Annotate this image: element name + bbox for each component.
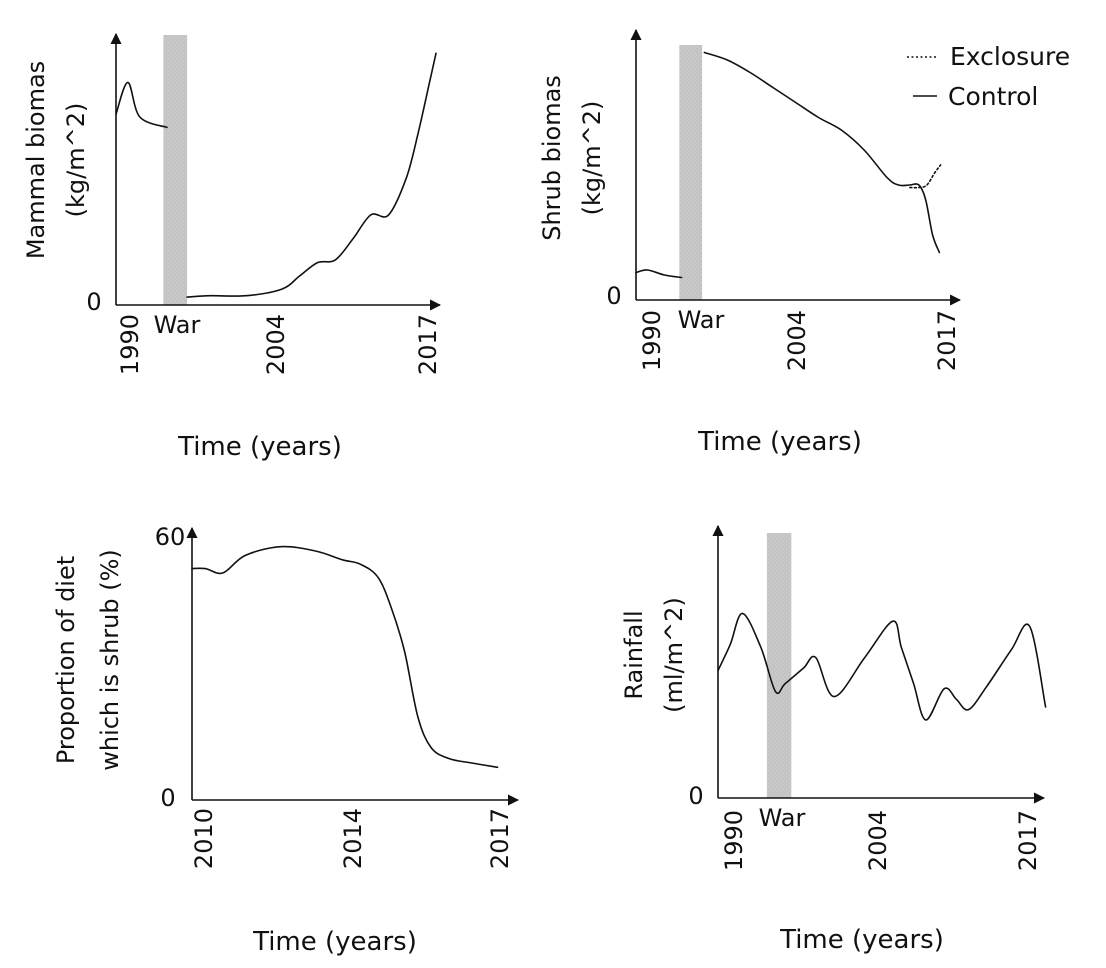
- chart3-series-0-line: [717, 612, 1047, 721]
- chart-rainfall: 0 War 1990 2004 2017 Rainfall (ml/m^2) Ti…: [620, 524, 1047, 955]
- chart-shrub-biomass: 0 War 1990 2004 2017 Shrub biomas (kg/m^2…: [538, 28, 1070, 457]
- chart3-y-label: Rainfall (ml/m^2): [620, 597, 688, 713]
- chart3-band-layer: [766, 533, 792, 798]
- chart1-series-1-control-line: [703, 51, 941, 254]
- chart0-y-tick-0: 0: [86, 288, 101, 316]
- chart1-series-layer: [635, 51, 942, 279]
- chart3-x-tick-1990: 1990: [720, 810, 748, 871]
- chart2-x-tick-2017: 2017: [486, 808, 514, 869]
- chart2-series-layer: [191, 545, 499, 769]
- chart1-y-label: Shrub biomas (kg/m^2): [538, 75, 606, 241]
- chart1-x-tick-2004: 2004: [783, 310, 811, 371]
- chart3-x-tick-2017: 2017: [1014, 810, 1042, 871]
- chart2-series-0-line: [191, 545, 499, 769]
- chart2-x-tick-2014: 2014: [339, 808, 367, 869]
- chart1-x-tick-2017: 2017: [933, 310, 961, 371]
- chart1-y-tick-0: 0: [606, 282, 621, 310]
- chart3-series-layer: [717, 612, 1047, 721]
- legend-exclosure-label: Exclosure: [950, 42, 1070, 71]
- chart2-x-label: Time (years): [252, 927, 417, 957]
- chart0-x-tick-2017: 2017: [414, 314, 442, 375]
- chart0-series-layer: [115, 52, 437, 298]
- chart0-x-tick-2004: 2004: [262, 314, 290, 375]
- chart3-war-band: [766, 533, 792, 798]
- chart3-band-label: War: [759, 804, 806, 832]
- chart0-war-band: [163, 35, 188, 305]
- chart-mammal-biomass: 0 War 1990 2004 2017 Mammal biomas (kg/m^…: [22, 32, 442, 462]
- chart1-x-tick-1990: 1990: [638, 310, 666, 371]
- chart0-band-layer: [163, 35, 188, 305]
- chart0-y-label: Mammal biomas (kg/m^2): [22, 61, 90, 259]
- chart0-series-0-line: [115, 81, 168, 129]
- chart3-x-tick-2004: 2004: [864, 810, 892, 871]
- chart0-x-tick-1990: 1990: [116, 314, 144, 375]
- chart2-y-label: Proportion of diet which is shrub (%): [52, 549, 124, 771]
- chart2-y-tick-60: 60: [155, 523, 186, 551]
- chart1-band-layer: [679, 45, 703, 300]
- chart2-x-tick-2010: 2010: [190, 808, 218, 869]
- chart1-war-band: [679, 45, 703, 300]
- chart0-x-label: Time (years): [177, 432, 342, 462]
- chart1-series-0-control-line: [635, 269, 683, 279]
- chart1-series-2-exclosure-line: [909, 164, 942, 189]
- chart2-y-tick-0: 0: [160, 784, 175, 812]
- chart3-y-tick-0: 0: [688, 782, 703, 810]
- chart0-series-1-line: [186, 52, 437, 298]
- chart3-x-label: Time (years): [779, 925, 944, 955]
- legend-control-label: Control: [948, 82, 1038, 111]
- chart1-legend: Exclosure Control: [907, 42, 1070, 111]
- chart0-band-label: War: [154, 311, 201, 339]
- chart-diet-proportion: 60 0 2010 2014 2017 Proportion of diet wh…: [52, 523, 520, 957]
- chart1-band-label: War: [678, 306, 725, 334]
- chart1-x-label: Time (years): [697, 427, 862, 457]
